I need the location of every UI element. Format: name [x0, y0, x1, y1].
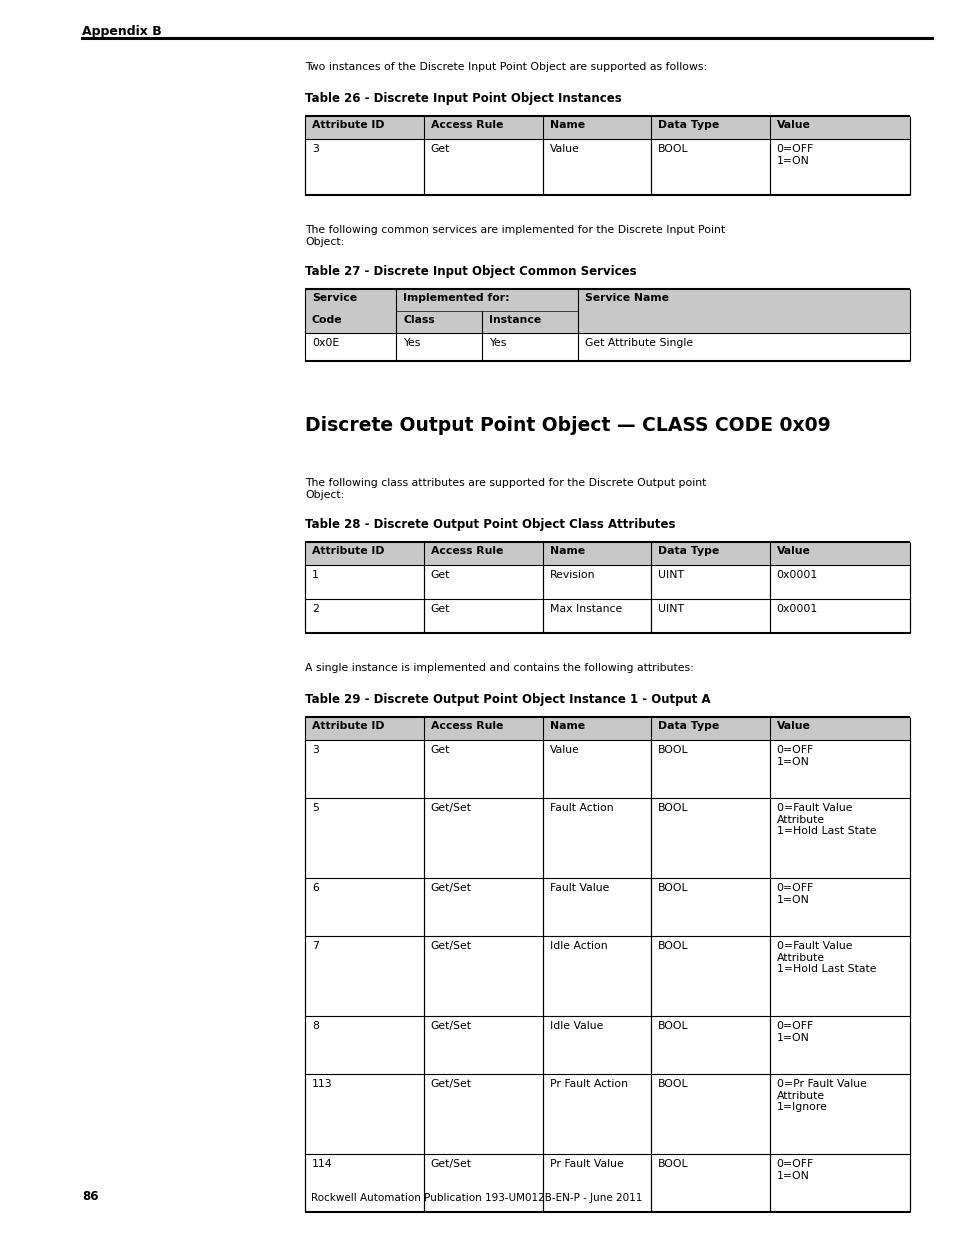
Text: Data Type: Data Type [657, 120, 719, 130]
Bar [305, 542, 909, 564]
Bar [305, 116, 909, 140]
Text: 0x0E: 0x0E [312, 338, 339, 348]
Text: BOOL: BOOL [657, 1158, 688, 1170]
Text: UINT: UINT [657, 571, 683, 580]
Text: 3: 3 [312, 144, 318, 154]
Text: Get: Get [431, 571, 450, 580]
Text: BOOL: BOOL [657, 941, 688, 951]
Text: Table 26 - Discrete Input Point Object Instances: Table 26 - Discrete Input Point Object I… [305, 91, 621, 105]
Text: Data Type: Data Type [657, 721, 719, 731]
Text: 86: 86 [82, 1191, 98, 1203]
Text: 2: 2 [312, 604, 318, 614]
Text: Revision: Revision [549, 571, 595, 580]
Text: Attribute ID: Attribute ID [312, 546, 384, 556]
Text: 0x0001: 0x0001 [776, 571, 817, 580]
Text: The following class attributes are supported for the Discrete Output point
Objec: The following class attributes are suppo… [305, 478, 705, 500]
Text: 0=OFF
1=ON: 0=OFF 1=ON [776, 1158, 813, 1181]
Text: 1: 1 [312, 571, 318, 580]
Bar [305, 289, 909, 333]
Text: 114: 114 [312, 1158, 333, 1170]
Text: 6: 6 [312, 883, 318, 893]
Text: Get/Set: Get/Set [431, 883, 472, 893]
Text: Class: Class [402, 315, 435, 325]
Text: Max Instance: Max Instance [549, 604, 621, 614]
Text: Yes: Yes [488, 338, 505, 348]
Text: Name: Name [549, 546, 584, 556]
Text: 7: 7 [312, 941, 318, 951]
Text: Pr Fault Action: Pr Fault Action [549, 1079, 627, 1089]
Text: Get Attribute Single: Get Attribute Single [584, 338, 693, 348]
Text: 8: 8 [312, 1021, 318, 1031]
Text: Idle Action: Idle Action [549, 941, 607, 951]
Text: Attribute ID: Attribute ID [312, 721, 384, 731]
Text: Access Rule: Access Rule [431, 721, 502, 731]
Text: 0=OFF
1=ON: 0=OFF 1=ON [776, 883, 813, 904]
Text: Value: Value [776, 120, 810, 130]
Text: Implemented for:: Implemented for: [402, 293, 509, 303]
Text: UINT: UINT [657, 604, 683, 614]
Text: 0x0001: 0x0001 [776, 604, 817, 614]
Text: Get/Set: Get/Set [431, 1158, 472, 1170]
Text: BOOL: BOOL [657, 883, 688, 893]
Text: Value: Value [776, 546, 810, 556]
Text: Table 27 - Discrete Input Object Common Services: Table 27 - Discrete Input Object Common … [305, 266, 636, 278]
Text: Value: Value [776, 721, 810, 731]
Text: Data Type: Data Type [657, 546, 719, 556]
Text: Instance: Instance [488, 315, 540, 325]
Text: 113: 113 [312, 1079, 333, 1089]
Text: BOOL: BOOL [657, 144, 688, 154]
Text: 0=OFF
1=ON: 0=OFF 1=ON [776, 745, 813, 767]
Text: The following common services are implemented for the Discrete Input Point
Objec: The following common services are implem… [305, 225, 724, 247]
Text: Fault Value: Fault Value [549, 883, 608, 893]
Text: Appendix B: Appendix B [82, 25, 162, 38]
Text: Name: Name [549, 120, 584, 130]
Text: Access Rule: Access Rule [431, 546, 502, 556]
Text: Access Rule: Access Rule [431, 120, 502, 130]
Text: 0=Pr Fault Value
Attribute
1=Ignore: 0=Pr Fault Value Attribute 1=Ignore [776, 1079, 865, 1113]
Text: Get/Set: Get/Set [431, 803, 472, 813]
Text: BOOL: BOOL [657, 1021, 688, 1031]
Text: A single instance is implemented and contains the following attributes:: A single instance is implemented and con… [305, 663, 693, 673]
Text: Idle Value: Idle Value [549, 1021, 602, 1031]
Text: 0=OFF
1=ON: 0=OFF 1=ON [776, 144, 813, 165]
Text: 5: 5 [312, 803, 318, 813]
Bar [305, 718, 909, 740]
Text: Pr Fault Value: Pr Fault Value [549, 1158, 622, 1170]
Text: Discrete Output Point Object — CLASS CODE 0x09: Discrete Output Point Object — CLASS COD… [305, 416, 830, 435]
Text: 0=Fault Value
Attribute
1=Hold Last State: 0=Fault Value Attribute 1=Hold Last Stat… [776, 941, 875, 974]
Text: BOOL: BOOL [657, 1079, 688, 1089]
Text: Attribute ID: Attribute ID [312, 120, 384, 130]
Text: Name: Name [549, 721, 584, 731]
Text: Table 29 - Discrete Output Point Object Instance 1 - Output A: Table 29 - Discrete Output Point Object … [305, 693, 710, 706]
Text: Value: Value [549, 745, 578, 755]
Text: Get/Set: Get/Set [431, 1021, 472, 1031]
Text: Code: Code [312, 315, 342, 325]
Text: Value: Value [549, 144, 578, 154]
Text: BOOL: BOOL [657, 745, 688, 755]
Text: Get/Set: Get/Set [431, 1079, 472, 1089]
Text: Two instances of the Discrete Input Point Object are supported as follows:: Two instances of the Discrete Input Poin… [305, 62, 706, 72]
Text: Table 28 - Discrete Output Point Object Class Attributes: Table 28 - Discrete Output Point Object … [305, 517, 675, 531]
Text: Get: Get [431, 144, 450, 154]
Text: BOOL: BOOL [657, 803, 688, 813]
Text: Get/Set: Get/Set [431, 941, 472, 951]
Text: Fault Action: Fault Action [549, 803, 613, 813]
Text: Service Name: Service Name [584, 293, 668, 303]
Text: 0=OFF
1=ON: 0=OFF 1=ON [776, 1021, 813, 1042]
Text: 0=Fault Value
Attribute
1=Hold Last State: 0=Fault Value Attribute 1=Hold Last Stat… [776, 803, 875, 836]
Text: 3: 3 [312, 745, 318, 755]
Text: Get: Get [431, 604, 450, 614]
Text: Service: Service [312, 293, 356, 303]
Text: Rockwell Automation Publication 193-UM012B-EN-P - June 2011: Rockwell Automation Publication 193-UM01… [311, 1193, 642, 1203]
Text: Yes: Yes [402, 338, 420, 348]
Text: Get: Get [431, 745, 450, 755]
